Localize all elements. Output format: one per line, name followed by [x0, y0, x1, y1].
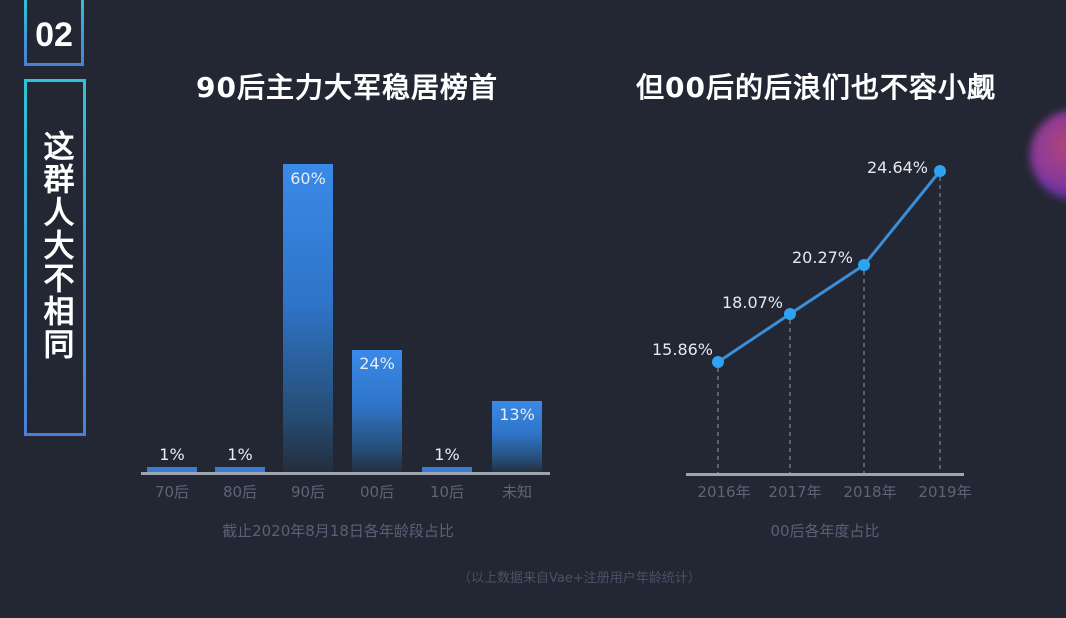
bar-00s	[352, 350, 402, 473]
point-label-2017: 18.07%	[722, 293, 784, 312]
bar-80s	[215, 467, 265, 473]
line-chart-caption: 00后各年度占比	[770, 522, 880, 540]
x-tick-2017: 2017年	[768, 483, 822, 501]
x-tick-90s: 90后	[290, 483, 326, 501]
x-tick-70s: 70后	[154, 483, 190, 501]
series-line	[717, 170, 942, 364]
bar-chart-x-axis	[141, 472, 550, 475]
bar-unknown	[492, 401, 542, 473]
point-2018	[858, 259, 870, 271]
point-2016	[712, 356, 724, 368]
point-label-2019: 24.64%	[867, 158, 929, 177]
x-tick-10s: 10后	[429, 483, 465, 501]
data-source-footnote: （以上数据来自Vae+注册用户年龄统计）	[458, 571, 701, 586]
bar-chart-title: 90后主力大军稳居榜首	[196, 71, 498, 104]
bar-70s	[147, 467, 197, 473]
point-2019	[934, 165, 946, 177]
section-title: 这群人大不相同	[37, 130, 74, 361]
line-chart-title: 但00后的后浪们也不容小觑	[636, 71, 996, 104]
line-chart-x-axis	[686, 473, 964, 476]
x-tick-2019: 2019年	[918, 483, 972, 501]
bar-10s	[422, 467, 472, 473]
point-label-2018: 20.27%	[792, 248, 854, 267]
bar-label-00s: 24%	[359, 354, 395, 373]
bar-chart-caption: 截止2020年8月18日各年龄段占比	[222, 522, 454, 540]
bar-label-70s: 1%	[159, 445, 185, 464]
point-label-2016: 15.86%	[652, 340, 714, 359]
x-tick-2016: 2016年	[697, 483, 751, 501]
x-tick-unknown: 未知	[501, 483, 532, 501]
x-tick-00s: 00后	[359, 483, 395, 501]
section-number-box: 02	[24, 0, 84, 66]
section-title-box: 这群人大不相同	[24, 79, 86, 436]
section-number: 02	[35, 15, 73, 54]
bar-label-90s: 60%	[290, 169, 326, 188]
bar-label-10s: 1%	[434, 445, 460, 464]
point-2017	[784, 308, 796, 320]
x-tick-80s: 80后	[222, 483, 258, 501]
bar-label-unknown: 13%	[499, 405, 535, 424]
bar-label-80s: 1%	[227, 445, 253, 464]
bar-90s	[283, 164, 333, 473]
x-tick-2018: 2018年	[843, 483, 897, 501]
